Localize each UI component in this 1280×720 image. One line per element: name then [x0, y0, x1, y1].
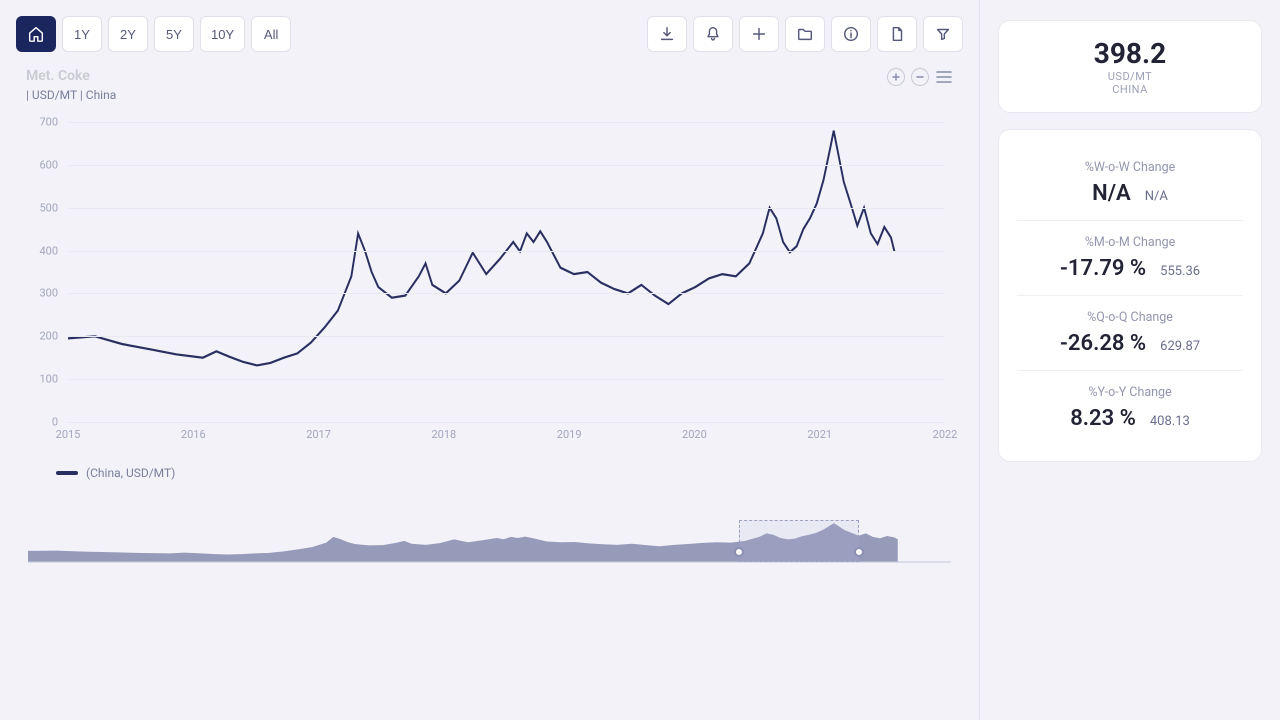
change-row: %W-o-W Change N/A N/A	[1017, 146, 1243, 221]
add-button[interactable]	[739, 16, 779, 52]
gridline	[68, 208, 945, 209]
y-tick: 600	[39, 158, 58, 171]
kpi-value: 398.2	[1017, 37, 1243, 70]
change-label: %M-o-M Change	[1021, 235, 1239, 250]
chart-area: 0100200300400500600700 20152016201720182…	[24, 122, 951, 452]
gridline	[68, 165, 945, 166]
x-tick: 2016	[181, 428, 206, 441]
change-values: 8.23 % 408.13	[1021, 406, 1239, 431]
x-tick: 2015	[56, 428, 81, 441]
filter-button[interactable]	[923, 16, 963, 52]
x-tick: 2022	[933, 428, 958, 441]
y-tick: 0	[52, 416, 58, 429]
brush-selection[interactable]	[739, 520, 859, 562]
zoom-in-icon[interactable]	[887, 68, 905, 86]
home-icon	[27, 25, 45, 43]
legend-swatch	[56, 471, 78, 475]
change-label: %W-o-W Change	[1021, 160, 1239, 175]
change-ref: 408.13	[1150, 414, 1190, 429]
change-label: %Q-o-Q Change	[1021, 310, 1239, 325]
gridline	[68, 251, 945, 252]
range-button-group: 1Y2Y5Y10YAll	[16, 16, 291, 52]
change-ref: N/A	[1145, 189, 1168, 204]
range-2y-button[interactable]: 2Y	[108, 16, 148, 52]
change-values: -26.28 % 629.87	[1021, 331, 1239, 356]
doc-icon	[888, 25, 906, 43]
folder-icon	[796, 25, 814, 43]
gridline	[68, 122, 945, 123]
zoom-out-icon[interactable]	[911, 68, 929, 86]
change-ref: 629.87	[1160, 339, 1200, 354]
change-row: %Q-o-Q Change -26.28 % 629.87	[1017, 296, 1243, 371]
change-row: %Y-o-Y Change 8.23 % 408.13	[1017, 371, 1243, 445]
chart-panel: 1Y2Y5Y10YAll Met. Coke | USD/MT | China …	[0, 0, 980, 720]
x-axis: 20152016201720182019202020212022	[68, 422, 945, 452]
changes-card: %W-o-W Change N/A N/A %M-o-M Change -17.79 %…	[998, 129, 1262, 462]
brush-handle-right[interactable]	[854, 547, 864, 557]
brush-handle-left[interactable]	[734, 547, 744, 557]
toolbar-group	[647, 16, 963, 52]
change-pct: -17.79 %	[1060, 256, 1146, 281]
y-tick: 500	[39, 201, 58, 214]
kpi-region: CHINA	[1017, 83, 1243, 96]
y-axis: 0100200300400500600700	[24, 122, 64, 422]
legend-label: (China, USD/MT)	[86, 466, 175, 480]
download-button[interactable]	[647, 16, 687, 52]
y-tick: 700	[39, 116, 58, 129]
chart-menu-icon[interactable]	[935, 68, 953, 86]
download-icon	[658, 25, 676, 43]
plus-icon	[750, 25, 768, 43]
change-ref: 555.36	[1160, 264, 1200, 279]
x-tick: 2018	[431, 428, 456, 441]
chart-legend: (China, USD/MT)	[56, 466, 963, 480]
range-home-button[interactable]	[16, 16, 56, 52]
y-tick: 100	[39, 373, 58, 386]
info-button[interactable]	[831, 16, 871, 52]
range-all-button[interactable]: All	[251, 16, 291, 52]
bell-icon	[704, 25, 722, 43]
kpi-card: 398.2 USD/MT CHINA	[998, 20, 1262, 113]
change-pct: -26.28 %	[1060, 331, 1146, 356]
brush-chart[interactable]	[28, 510, 951, 570]
change-values: N/A N/A	[1021, 181, 1239, 206]
chart-title: Met. Coke	[26, 68, 116, 84]
topbar: 1Y2Y5Y10YAll	[16, 16, 963, 52]
doc-button[interactable]	[877, 16, 917, 52]
kpi-unit: USD/MT	[1017, 70, 1243, 83]
change-label: %Y-o-Y Change	[1021, 385, 1239, 400]
chart-plot[interactable]	[68, 122, 945, 422]
change-values: -17.79 % 555.36	[1021, 256, 1239, 281]
filter-icon	[934, 25, 952, 43]
x-tick: 2017	[306, 428, 331, 441]
y-tick: 300	[39, 287, 58, 300]
alert-button[interactable]	[693, 16, 733, 52]
change-pct: N/A	[1092, 181, 1131, 206]
x-tick: 2020	[682, 428, 707, 441]
folder-button[interactable]	[785, 16, 825, 52]
range-5y-button[interactable]: 5Y	[154, 16, 194, 52]
gridline	[68, 422, 945, 423]
change-row: %M-o-M Change -17.79 % 555.36	[1017, 221, 1243, 296]
info-icon	[842, 25, 860, 43]
chart-subtitle: | USD/MT | China	[26, 88, 116, 102]
y-tick: 400	[39, 244, 58, 257]
chart-header: Met. Coke | USD/MT | China	[26, 68, 963, 102]
x-tick: 2021	[807, 428, 832, 441]
gridline	[68, 336, 945, 337]
side-panel: 398.2 USD/MT CHINA %W-o-W Change N/A N/A %M…	[980, 0, 1280, 720]
range-1y-button[interactable]: 1Y	[62, 16, 102, 52]
range-10y-button[interactable]: 10Y	[200, 16, 245, 52]
change-pct: 8.23 %	[1070, 406, 1136, 431]
chart-mini-controls	[887, 68, 953, 86]
x-tick: 2019	[557, 428, 582, 441]
gridline	[68, 293, 945, 294]
y-tick: 200	[39, 330, 58, 343]
gridline	[68, 379, 945, 380]
